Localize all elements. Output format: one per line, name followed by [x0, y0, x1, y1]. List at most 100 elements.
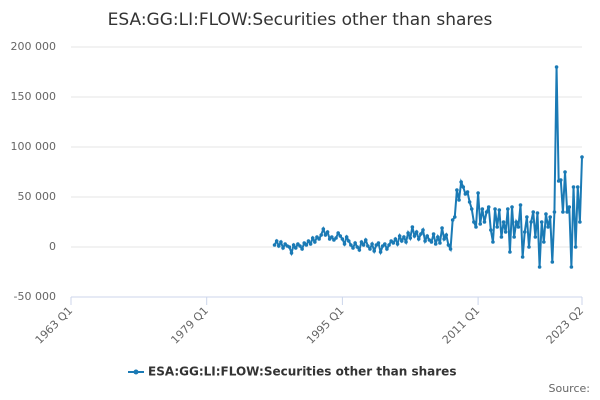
data-point: [372, 249, 377, 253]
data-point: [527, 245, 531, 249]
data-point: [461, 185, 466, 189]
data-point: [518, 203, 523, 207]
data-point: [376, 241, 381, 245]
data-point: [429, 240, 434, 244]
data-point: [452, 215, 457, 219]
data-point: [351, 246, 355, 250]
data-point: [571, 185, 576, 189]
data-point: [542, 240, 546, 244]
data-point: [276, 244, 281, 248]
data-point: [391, 241, 396, 245]
data-point: [416, 237, 421, 241]
data-point: [393, 237, 398, 241]
data-point: [535, 211, 540, 215]
data-point: [533, 235, 538, 239]
data-point: [503, 230, 508, 234]
data-point: [370, 242, 374, 246]
data-point: [469, 207, 474, 211]
y-tick-label: 100 000: [11, 140, 57, 153]
data-point: [349, 243, 353, 247]
data-point: [525, 215, 529, 219]
data-point: [431, 232, 436, 236]
data-point: [493, 207, 497, 211]
data-point: [550, 260, 555, 264]
data-point: [298, 244, 302, 248]
legend-label: ESA:GG:LI:FLOW:Securities other than sha…: [148, 365, 456, 379]
x-tick-label: 2011 Q1: [440, 304, 483, 347]
y-tick-label: 150 000: [11, 90, 57, 103]
data-point: [486, 205, 491, 209]
data-point: [489, 228, 493, 232]
data-point: [317, 237, 321, 241]
data-point: [425, 234, 430, 238]
data-point: [310, 236, 315, 240]
data-point: [512, 235, 516, 239]
data-point: [457, 198, 461, 202]
data-point: [344, 235, 349, 239]
data-point: [410, 225, 415, 229]
data-point: [304, 243, 309, 247]
data-point: [450, 218, 455, 222]
data-point: [508, 250, 512, 254]
data-point: [395, 242, 400, 246]
data-point: [291, 243, 296, 247]
x-tick-label: 1963 Q1: [33, 304, 76, 347]
data-point: [455, 188, 459, 192]
data-point: [476, 191, 480, 195]
legend-marker: [133, 369, 139, 375]
data-point: [482, 220, 487, 224]
data-point: [423, 239, 427, 243]
data-point: [436, 235, 440, 239]
data-point: [520, 255, 525, 259]
data-point: [325, 230, 330, 234]
y-tick-label: 50 000: [18, 190, 57, 203]
data-point: [554, 65, 559, 69]
data-point: [561, 210, 565, 214]
data-point: [408, 236, 413, 240]
data-point: [287, 245, 292, 249]
data-point: [514, 220, 519, 224]
data-point: [495, 225, 499, 229]
x-tick-label: 1979 Q1: [168, 304, 211, 347]
data-point: [522, 230, 527, 234]
data-point: [565, 210, 569, 214]
y-tick-label: -50 000: [14, 290, 56, 303]
data-point: [529, 220, 533, 224]
data-point: [433, 242, 438, 246]
data-point: [421, 228, 425, 232]
data-point: [361, 243, 366, 247]
data-point: [484, 210, 489, 214]
data-point: [548, 215, 552, 219]
chart-title: ESA:GG:LI:FLOW:Securities other than sha…: [108, 10, 493, 30]
y-tick-label: 0: [49, 240, 56, 253]
data-point: [353, 241, 357, 245]
data-point: [510, 205, 514, 209]
data-point: [578, 220, 582, 224]
data-point: [419, 232, 423, 236]
data-point: [499, 235, 504, 239]
data-point: [366, 244, 370, 248]
data-point: [516, 225, 521, 229]
data-point: [334, 236, 338, 240]
data-point: [406, 231, 410, 235]
data-point: [412, 234, 417, 238]
data-point: [478, 222, 483, 226]
data-point: [505, 207, 510, 211]
data-point: [404, 240, 408, 244]
data-point: [575, 185, 580, 189]
data-point: [491, 240, 495, 244]
data-point: [501, 220, 506, 224]
data-point: [306, 239, 311, 243]
data-point: [399, 239, 404, 243]
x-tick-label: 2023 Q2: [544, 304, 587, 347]
data-point: [558, 178, 563, 182]
data-point: [465, 190, 470, 194]
data-point: [531, 210, 536, 214]
data-point: [293, 246, 298, 250]
data-point: [552, 210, 557, 214]
data-point: [336, 231, 340, 235]
data-point: [272, 243, 277, 247]
data-point: [414, 230, 419, 234]
data-point: [440, 226, 444, 230]
